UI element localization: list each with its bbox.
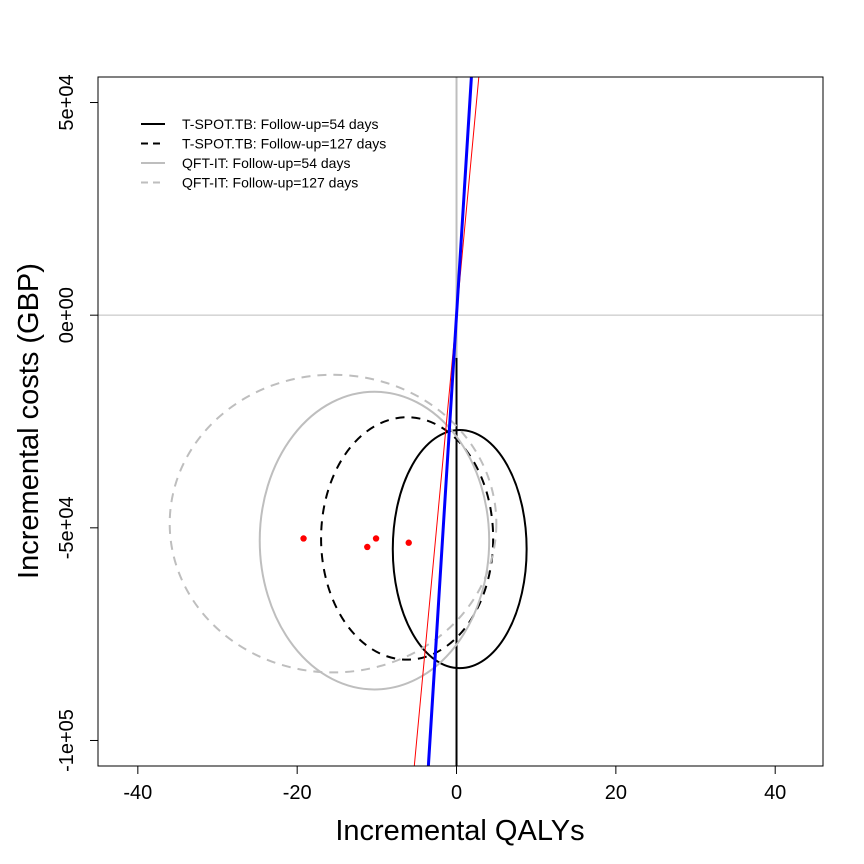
confidence-ellipse-3	[168, 373, 498, 674]
y-tick-label-0: 5e+04	[56, 74, 78, 130]
y-tick-label-1: 0e+00	[56, 287, 78, 343]
threshold-line-1	[426, 77, 473, 766]
y-tick-label-2: -5e+04	[56, 496, 78, 559]
axes: -40 -20 0 20 40 5e+04 0e+00 -5e+04 -1e+05	[56, 74, 786, 804]
legend-label-0: T-SPOT.TB: Follow-up=54 days	[182, 116, 378, 132]
legend-label-2: QFT-IT: Follow-up=54 days	[182, 155, 350, 171]
legend: T-SPOT.TB: Follow-up=54 days T-SPOT.TB: F…	[141, 116, 386, 191]
confidence-ellipse-1	[320, 416, 495, 661]
x-tick-label-0: -40	[123, 782, 152, 804]
y-axis-label: Incremental costs (GBP)	[13, 263, 45, 579]
data-point-0	[300, 535, 307, 542]
legend-label-1: T-SPOT.TB: Follow-up=127 days	[182, 136, 386, 152]
data-point-2	[372, 535, 380, 542]
x-tick-label-1: -20	[283, 782, 312, 804]
data-point-3	[405, 539, 412, 546]
x-tick-label-4: 40	[764, 782, 786, 804]
x-tick-label-3: 20	[605, 782, 627, 804]
plot-area	[98, 77, 823, 766]
threshold-line-0	[413, 77, 480, 766]
x-axis-label: Incremental QALYs	[335, 815, 584, 847]
legend-label-3: QFT-IT: Follow-up=127 days	[182, 175, 358, 191]
y-tick-label-3: -1e+05	[56, 709, 78, 772]
x-tick-label-2: 0	[451, 782, 462, 804]
confidence-ellipse-0	[391, 429, 528, 670]
confidence-ellipse-2	[258, 390, 491, 691]
data-point-1	[364, 543, 371, 551]
